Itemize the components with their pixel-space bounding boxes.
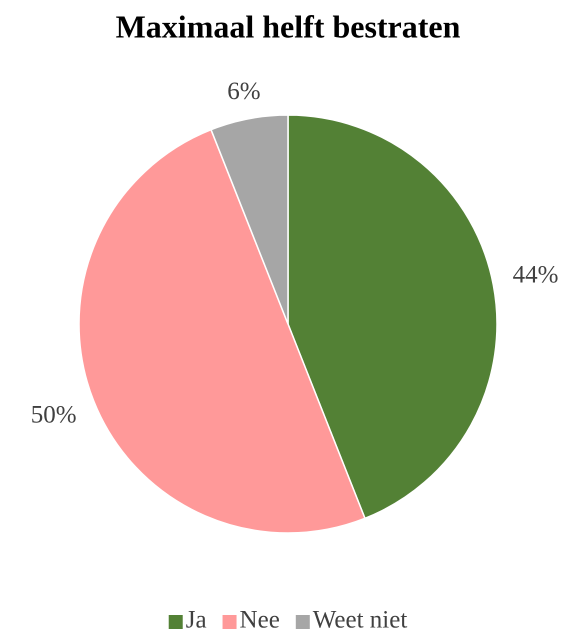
data-label: 50% — [31, 402, 77, 429]
legend: Ja Nee Weet niet — [168, 607, 408, 634]
chart-title: Maximaal helft bestraten — [116, 8, 461, 44]
legend-label: Nee — [240, 607, 280, 634]
legend-swatch — [168, 615, 183, 629]
data-label: 44% — [513, 262, 559, 289]
pie-slice — [78, 128, 366, 534]
data-label: 6% — [227, 78, 260, 105]
legend-label: Ja — [186, 607, 207, 634]
legend-swatch — [295, 615, 310, 629]
legend-label: Weet niet — [313, 607, 408, 634]
legend-swatch — [222, 615, 237, 629]
pie-slice — [210, 114, 289, 325]
pie-slice — [287, 114, 498, 520]
